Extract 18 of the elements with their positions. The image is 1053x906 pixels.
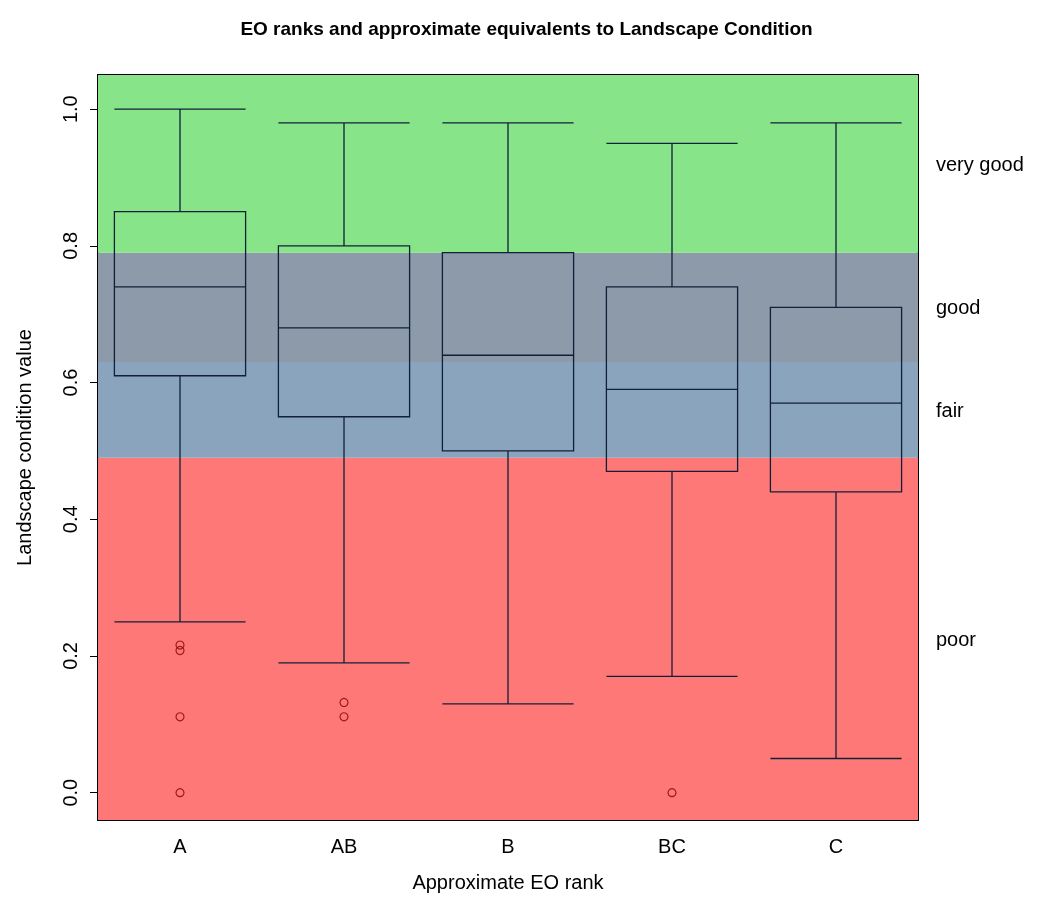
- band-label: poor: [936, 627, 977, 650]
- chart-title: EO ranks and approximate equivalents to Landscape Condition: [240, 18, 813, 39]
- y-axis-title: Landscape condition value: [13, 329, 35, 566]
- band-label: fair: [936, 398, 965, 421]
- x-tick-label: AB: [330, 835, 358, 857]
- y-tick-label: 0.4: [59, 505, 81, 534]
- x-tick-label: B: [501, 835, 515, 857]
- x-tick-label: C: [828, 835, 844, 857]
- x-axis-title: Approximate EO rank: [412, 871, 605, 893]
- y-tick-label: 0.0: [59, 778, 81, 807]
- y-tick-label: 0.6: [59, 368, 81, 397]
- band-label: good: [936, 296, 981, 319]
- y-tick-label: 0.2: [59, 642, 81, 670]
- x-tick-label: BC: [658, 835, 686, 857]
- x-tick-label: A: [173, 835, 188, 857]
- band-label: very good: [936, 152, 1024, 175]
- y-tick-label: 0.8: [59, 231, 81, 260]
- y-tick-label: 1.0: [59, 95, 81, 124]
